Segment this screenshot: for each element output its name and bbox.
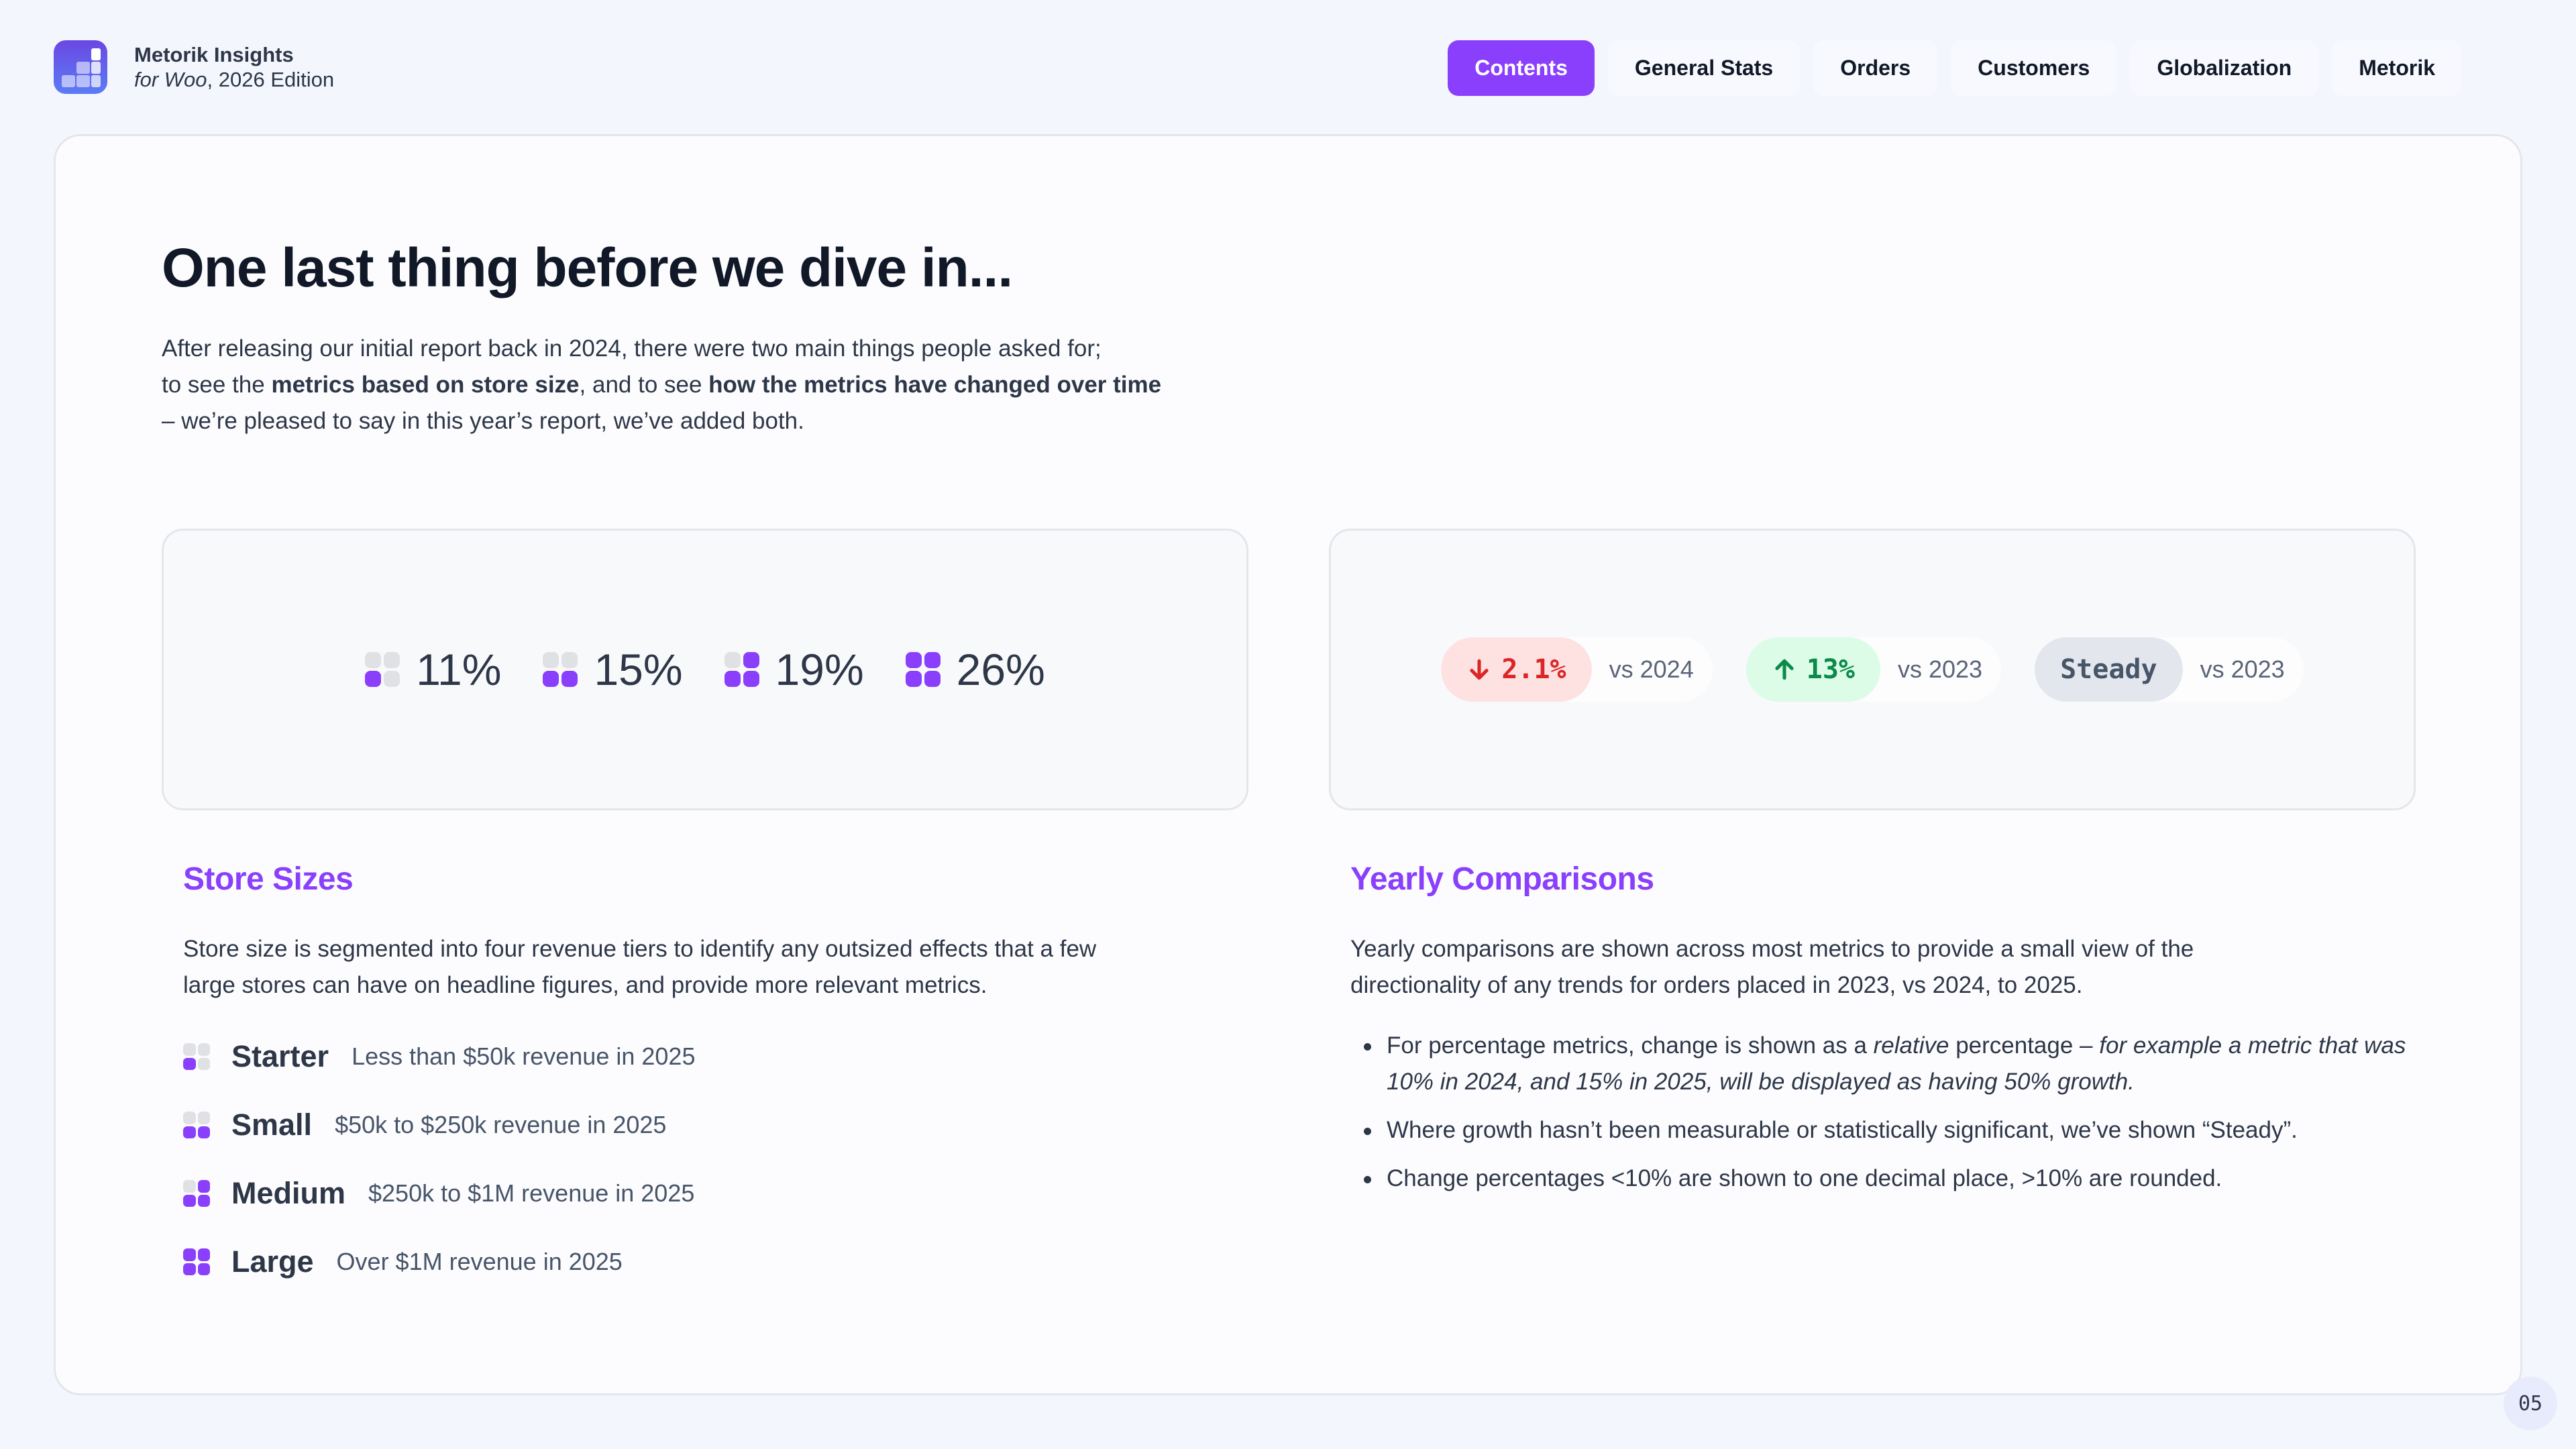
main-card: One last thing before we dive in... Afte… bbox=[54, 134, 2522, 1395]
nav-customers[interactable]: Customers bbox=[1951, 40, 2117, 96]
tier-list: Starter Less than $50k revenue in 2025 S… bbox=[183, 1022, 1230, 1296]
tier-stat-starter: 11% bbox=[365, 644, 501, 695]
yearly-comparison-example-panel: 2.1% vs 2024 13% vs 2023 Steady vs 2023 bbox=[1329, 529, 2416, 810]
tier-starter-icon bbox=[183, 1043, 210, 1070]
tier-stat-medium: 19% bbox=[724, 644, 864, 695]
brand-subtitle: for Woo, 2026 Edition bbox=[134, 68, 335, 91]
tier-small-icon bbox=[543, 652, 578, 687]
top-nav: Contents General Stats Orders Customers … bbox=[1448, 40, 2462, 96]
tier-starter-icon bbox=[365, 652, 400, 687]
tier-small-icon bbox=[183, 1112, 210, 1138]
bullet-steady: Where growth hasn’t been measurable or s… bbox=[1350, 1112, 2424, 1148]
comparison-badge-down: 2.1% vs 2024 bbox=[1441, 637, 1713, 702]
store-sizes-section: Store Sizes Store size is segmented into… bbox=[183, 861, 1230, 1296]
yearly-bullets: For percentage metrics, change is shown … bbox=[1350, 1028, 2424, 1197]
nav-orders[interactable]: Orders bbox=[1813, 40, 1938, 96]
comparison-badge-steady: Steady vs 2023 bbox=[2035, 637, 2304, 702]
page-title: One last thing before we dive in... bbox=[162, 237, 1013, 299]
tier-stat-large: 26% bbox=[905, 644, 1045, 695]
metorik-logo-icon bbox=[54, 40, 107, 94]
bullet-rounding: Change percentages <10% are shown to one… bbox=[1350, 1161, 2424, 1197]
nav-globalization[interactable]: Globalization bbox=[2130, 40, 2319, 96]
tier-large-icon bbox=[905, 652, 941, 687]
tier-large-icon bbox=[183, 1248, 210, 1275]
tier-stat-small: 15% bbox=[543, 644, 683, 695]
tier-item-large: Large Over $1M revenue in 2025 bbox=[183, 1228, 1230, 1296]
nav-general-stats[interactable]: General Stats bbox=[1607, 40, 1801, 96]
store-size-example-panel: 11% 15% 19% 26% bbox=[162, 529, 1248, 810]
comparison-badge-up: 13% vs 2023 bbox=[1746, 637, 2002, 702]
page-number: 05 bbox=[2504, 1377, 2557, 1430]
nav-contents[interactable]: Contents bbox=[1448, 40, 1595, 96]
yearly-comparisons-description: Yearly comparisons are shown across most… bbox=[1350, 936, 2194, 998]
store-sizes-title: Store Sizes bbox=[183, 861, 354, 897]
brand-title: Metorik Insights bbox=[134, 42, 294, 66]
yearly-comparisons-title: Yearly Comparisons bbox=[1350, 861, 1654, 897]
bullet-relative-percentage: For percentage metrics, change is shown … bbox=[1350, 1028, 2424, 1100]
tier-item-starter: Starter Less than $50k revenue in 2025 bbox=[183, 1022, 1230, 1091]
tier-medium-icon bbox=[724, 652, 759, 687]
nav-metorik[interactable]: Metorik bbox=[2332, 40, 2462, 96]
tier-medium-icon bbox=[183, 1180, 210, 1207]
tier-item-medium: Medium $250k to $1M revenue in 2025 bbox=[183, 1159, 1230, 1228]
arrow-up-icon bbox=[1775, 659, 1794, 680]
arrow-down-icon bbox=[1470, 659, 1489, 680]
yearly-comparisons-section: Yearly Comparisons Yearly comparisons ar… bbox=[1350, 861, 2424, 1209]
intro-paragraph: After releasing our initial report back … bbox=[162, 335, 1162, 434]
tier-item-small: Small $50k to $250k revenue in 2025 bbox=[183, 1091, 1230, 1159]
store-sizes-description: Store size is segmented into four revenu… bbox=[183, 936, 1097, 998]
brand: Metorik Insights for Woo, 2026 Edition bbox=[54, 40, 334, 94]
